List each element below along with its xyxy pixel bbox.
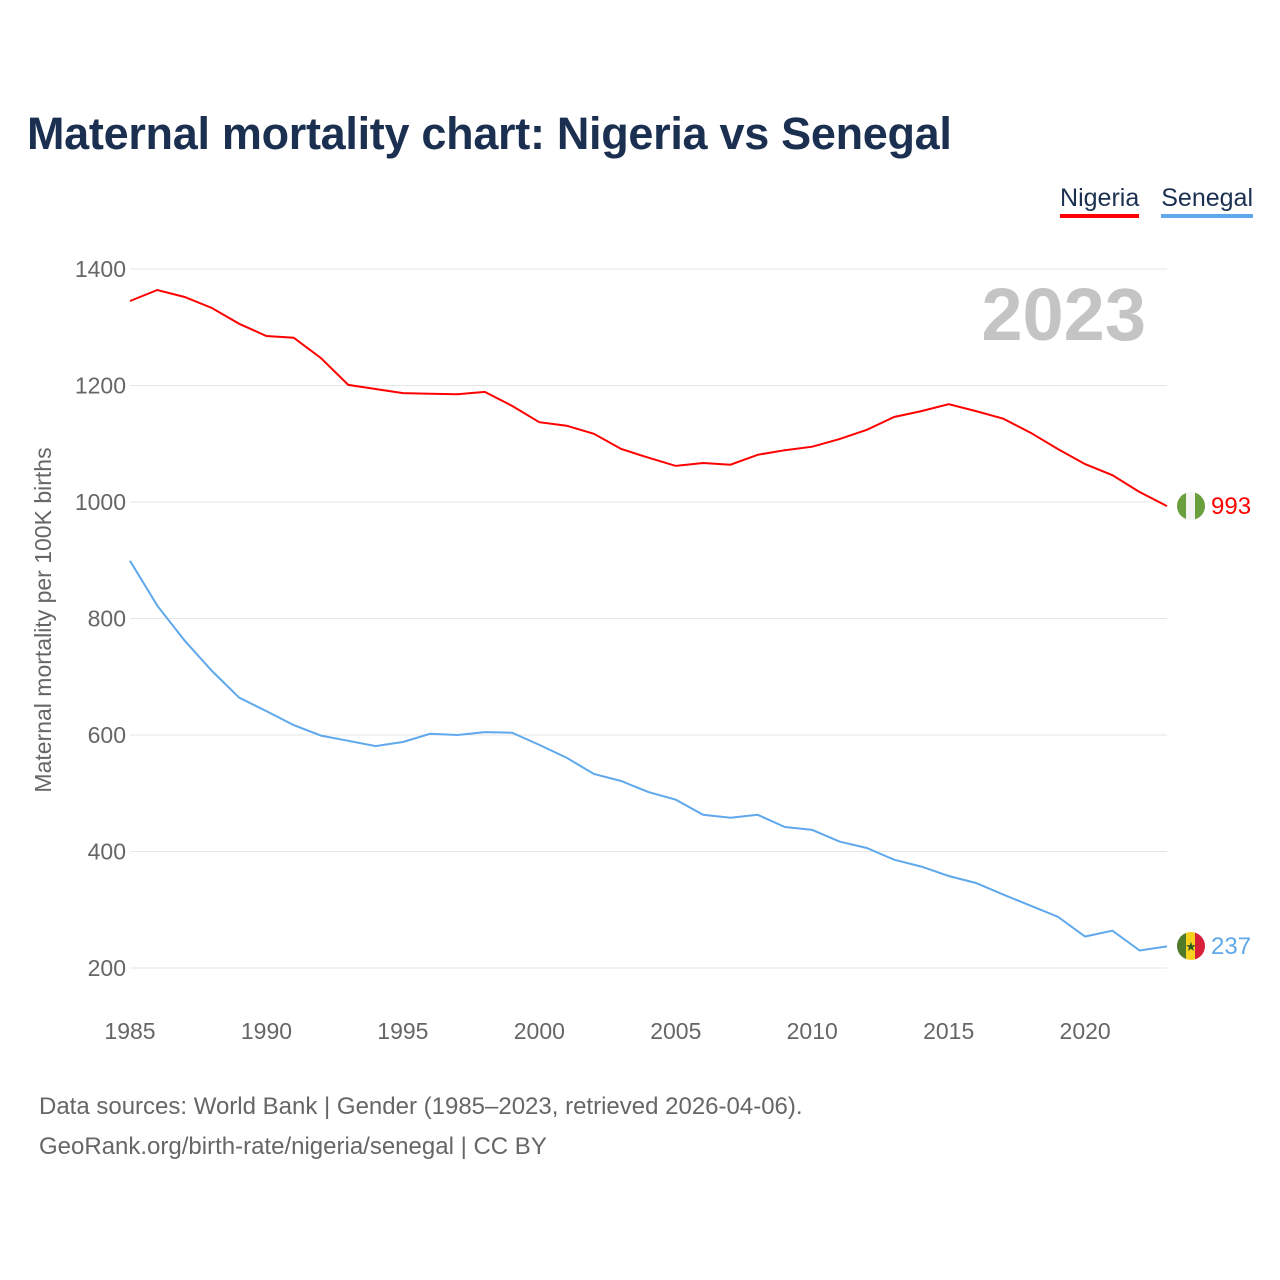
y-axis-label: Maternal mortality per 100K births: [30, 447, 56, 792]
x-tick-label: 1990: [241, 1018, 292, 1044]
nigeria-end-label: 993: [1211, 493, 1251, 520]
legend-nigeria[interactable]: Nigeria: [1060, 184, 1140, 218]
footer: Data sources: World Bank | Gender (1985–…: [39, 1087, 803, 1167]
y-tick-label: 200: [88, 955, 126, 981]
x-tick-label: 2020: [1060, 1018, 1111, 1044]
svg-text:★: ★: [1185, 939, 1197, 954]
senegal-end-label: 237: [1211, 933, 1251, 960]
x-tick-label: 2010: [787, 1018, 838, 1044]
series-line-nigeria[interactable]: [129, 288, 1168, 507]
x-tick-label: 1995: [377, 1018, 428, 1044]
legend: Nigeria Senegal: [1060, 184, 1253, 218]
legend-senegal[interactable]: Senegal: [1161, 184, 1253, 218]
x-tick-label: 2015: [923, 1018, 974, 1044]
footer-sources: Data sources: World Bank | Gender (1985–…: [39, 1093, 803, 1120]
chart-title: Maternal mortality chart: Nigeria vs Sen…: [27, 108, 952, 159]
year-label: 2023: [981, 273, 1146, 356]
x-tick-label: 2005: [650, 1018, 701, 1044]
y-tick-label: 1400: [75, 256, 126, 282]
y-tick-label: 1000: [75, 489, 126, 515]
x-tick-label: 2000: [514, 1018, 565, 1044]
y-tick-label: 600: [88, 722, 126, 748]
nigeria-flag-icon: [1177, 492, 1205, 520]
y-tick-label: 400: [88, 839, 126, 865]
y-tick-label: 1200: [75, 373, 126, 399]
senegal-flag-icon: ★: [1177, 932, 1205, 960]
footer-link[interactable]: GeoRank.org/birth-rate/nigeria/senegal |…: [39, 1133, 547, 1160]
series-line-senegal[interactable]: [129, 560, 1168, 952]
x-tick-label: 1985: [104, 1018, 155, 1044]
y-tick-label: 800: [88, 606, 126, 632]
